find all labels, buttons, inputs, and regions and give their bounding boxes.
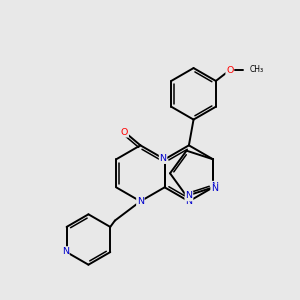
Text: O: O (121, 128, 128, 137)
Text: N: N (160, 154, 167, 163)
Text: N: N (211, 184, 218, 194)
Text: N: N (185, 197, 192, 206)
Text: O: O (226, 66, 233, 75)
Text: N: N (212, 182, 218, 190)
Text: N: N (185, 191, 193, 200)
Text: N: N (62, 247, 69, 256)
Text: CH₃: CH₃ (250, 65, 264, 74)
Text: O: O (249, 66, 255, 75)
Text: N: N (137, 197, 144, 206)
